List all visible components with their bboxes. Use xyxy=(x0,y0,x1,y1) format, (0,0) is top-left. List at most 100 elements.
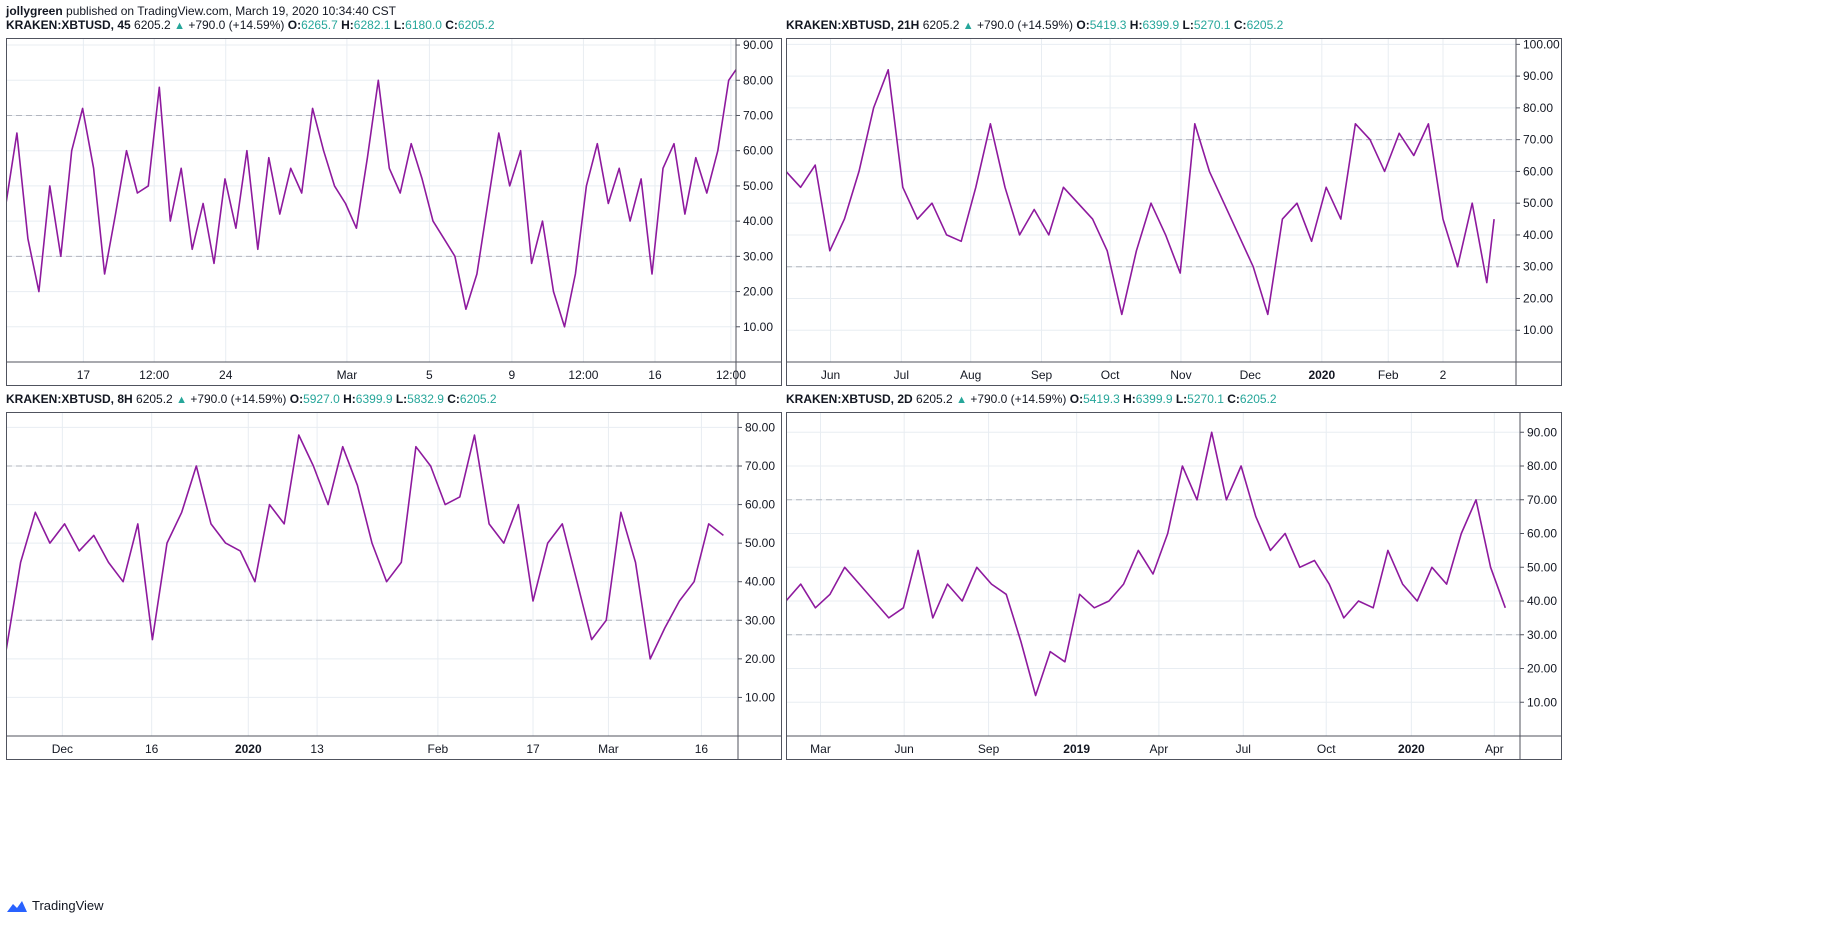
x-tick-label: 24 xyxy=(219,368,233,382)
chart-panel-3[interactable]: KRAKEN:XBTUSD, 8H 6205.2 ▲ +790.0 (+14.5… xyxy=(5,392,782,760)
price-change: +790.0 (+14.59%) xyxy=(190,392,287,406)
l-value: 6180.0 xyxy=(405,18,442,32)
x-tick-label: 2020 xyxy=(1308,368,1335,382)
o-label: O: xyxy=(287,18,302,32)
x-tick-label: 16 xyxy=(648,368,662,382)
publisher-text: published on TradingView.com, March 19, … xyxy=(66,4,397,18)
h-label: H: xyxy=(341,18,354,32)
last-price: 6205.2 xyxy=(922,18,960,32)
x-tick-label: Mar xyxy=(810,742,831,756)
y-tick-label: 60.00 xyxy=(745,498,775,512)
o-value: 6265.7 xyxy=(301,18,338,32)
h-label: H: xyxy=(1129,18,1143,32)
o-label: O: xyxy=(289,392,304,406)
l-label: L: xyxy=(1182,18,1194,32)
h-value: 6399.9 xyxy=(355,392,393,406)
price-change: +790.0 (+14.59%) xyxy=(188,18,285,32)
chart-svg: 10.00 20.00 30.00 40.00 50.00 60.00 70.00 80.00… xyxy=(5,38,782,386)
y-tick-label: 30.00 xyxy=(1527,628,1557,642)
series-line xyxy=(785,431,1507,697)
chart-legend: KRAKEN:XBTUSD, 2D 6205.2 ▲ +790.0 (+14.5… xyxy=(786,392,1277,406)
up-arrow-icon: ▲ xyxy=(956,394,967,406)
x-tick-label: Dec xyxy=(1240,368,1261,382)
l-value: 5270.1 xyxy=(1193,18,1231,32)
y-tick-label: 50.00 xyxy=(743,179,773,193)
y-tick-label: 30.00 xyxy=(745,613,775,627)
h-value: 6399.9 xyxy=(1135,392,1173,406)
c-value: 6205.2 xyxy=(457,18,495,32)
x-tick-label: Feb xyxy=(428,742,449,756)
y-tick-label: 20.00 xyxy=(745,652,775,666)
x-tick-label: Jun xyxy=(894,742,913,756)
x-tick-label: Sep xyxy=(1031,368,1053,382)
o-value: 5927.0 xyxy=(303,392,340,406)
o-value: 5419.3 xyxy=(1089,18,1127,32)
chart-frame xyxy=(786,412,1562,760)
o-label: O: xyxy=(1069,392,1084,406)
y-tick-label: 30.00 xyxy=(1523,260,1553,274)
c-value: 6205.2 xyxy=(1239,392,1277,406)
x-tick-label: Oct xyxy=(1317,742,1336,756)
x-tick-label: 17 xyxy=(77,368,91,382)
y-tick-label: 40.00 xyxy=(1523,228,1553,242)
chart-svg: 10.00 20.00 30.00 40.00 50.00 60.00 70.00 80.00… xyxy=(5,412,782,760)
x-tick-label: Nov xyxy=(1170,368,1191,382)
chart-area: 10.00 20.00 30.00 40.00 50.00 60.00 70.00 80.00… xyxy=(5,412,782,765)
x-tick-label: 2020 xyxy=(235,742,262,756)
tradingview-brand[interactable]: TradingView xyxy=(6,898,104,913)
up-arrow-icon: ▲ xyxy=(962,20,974,32)
l-value: 5832.9 xyxy=(407,392,444,406)
y-tick-label: 10.00 xyxy=(743,320,773,334)
y-tick-label: 70.00 xyxy=(743,108,773,122)
chart-legend: KRAKEN:XBTUSD, 8H 6205.2 ▲ +790.0 (+14.5… xyxy=(6,392,497,406)
x-tick-label: Apr xyxy=(1150,742,1169,756)
x-tick-label: Feb xyxy=(1378,368,1399,382)
symbol-label: KRAKEN:XBTUSD, 2D xyxy=(786,392,913,406)
y-tick-label: 20.00 xyxy=(1523,291,1553,305)
y-tick-label: 50.00 xyxy=(1527,560,1557,574)
y-tick-label: 50.00 xyxy=(745,536,775,550)
up-arrow-icon: ▲ xyxy=(176,394,187,406)
l-label: L: xyxy=(1175,392,1188,406)
x-tick-label: 17 xyxy=(526,742,540,756)
l-label: L: xyxy=(393,18,406,32)
x-tick-label: Mar xyxy=(337,368,358,382)
y-tick-label: 100.00 xyxy=(1523,38,1560,51)
c-label: C: xyxy=(447,392,460,406)
chart-panel-4[interactable]: KRAKEN:XBTUSD, 2D 6205.2 ▲ +790.0 (+14.5… xyxy=(785,392,1562,760)
x-tick-label: 12:00 xyxy=(568,368,598,382)
y-tick-label: 80.00 xyxy=(1523,101,1553,115)
chart-svg: 10.00 20.00 30.00 40.00 50.00 60.00 70.00 80.00… xyxy=(785,37,1562,386)
y-tick-label: 80.00 xyxy=(743,73,773,87)
y-tick-label: 20.00 xyxy=(1527,662,1557,676)
x-tick-label: 12:00 xyxy=(139,368,169,382)
x-tick-label: 5 xyxy=(426,368,433,382)
chart-panel-1[interactable]: KRAKEN:XBTUSD, 45 6205.2 ▲ +790.0 (+14.5… xyxy=(5,18,782,386)
x-tick-label: Sep xyxy=(978,742,1000,756)
chart-area: 10.00 20.00 30.00 40.00 50.00 60.00 70.00 80.00… xyxy=(5,38,782,391)
symbol-label: KRAKEN:XBTUSD, 21H xyxy=(786,18,920,32)
y-tick-label: 60.00 xyxy=(1527,527,1557,541)
chart-panel-2[interactable]: KRAKEN:XBTUSD, 21H 6205.2 ▲ +790.0 (+14.… xyxy=(785,18,1562,386)
x-tick-label: Mar xyxy=(598,742,619,756)
symbol-label: KRAKEN:XBTUSD, 45 xyxy=(6,18,131,32)
x-tick-label: Aug xyxy=(960,368,981,382)
publisher-line: jollygreen published on TradingView.com,… xyxy=(6,4,396,18)
chart-area: 10.00 20.00 30.00 40.00 50.00 60.00 70.00 80.00… xyxy=(785,412,1562,765)
y-tick-label: 60.00 xyxy=(743,144,773,158)
c-label: C: xyxy=(445,18,458,32)
x-tick-label: Jul xyxy=(1236,742,1251,756)
x-tick-label: 16 xyxy=(695,742,709,756)
y-tick-label: 90.00 xyxy=(743,38,773,52)
y-tick-label: 90.00 xyxy=(1523,69,1553,83)
last-price: 6205.2 xyxy=(916,392,953,406)
up-arrow-icon: ▲ xyxy=(174,20,185,32)
publisher-user: jollygreen xyxy=(6,4,63,18)
series-line xyxy=(5,434,724,660)
price-change: +790.0 (+14.59%) xyxy=(970,392,1067,406)
y-tick-label: 70.00 xyxy=(1527,493,1557,507)
symbol-label: KRAKEN:XBTUSD, 8H xyxy=(6,392,133,406)
c-label: C: xyxy=(1233,18,1247,32)
o-value: 5419.3 xyxy=(1083,392,1120,406)
l-label: L: xyxy=(395,392,408,406)
